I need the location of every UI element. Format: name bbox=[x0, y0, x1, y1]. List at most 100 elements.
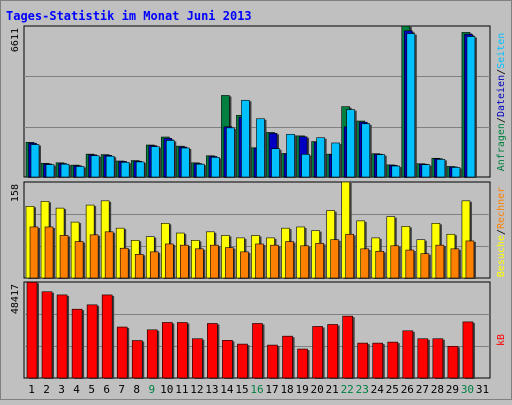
day-label: 22 bbox=[341, 383, 354, 396]
requests-bar-seiten bbox=[241, 99, 250, 178]
day-label: 19 bbox=[295, 383, 308, 396]
kbytes-bar bbox=[192, 338, 203, 379]
visits-bar-rechner bbox=[420, 253, 430, 279]
day-label: 20 bbox=[311, 383, 324, 396]
visits-bar-rechner bbox=[465, 240, 475, 279]
day-label: 25 bbox=[386, 383, 399, 396]
kbytes-bar bbox=[402, 330, 414, 379]
kbytes-bar bbox=[372, 342, 384, 379]
day-label: 3 bbox=[58, 383, 65, 396]
visits-bar-rechner bbox=[285, 241, 294, 279]
day-label: 18 bbox=[280, 383, 293, 396]
day-label: 11 bbox=[175, 383, 188, 396]
kbytes-bar bbox=[41, 291, 53, 379]
visits-bar-rechner bbox=[345, 233, 354, 279]
kbytes-bar bbox=[462, 321, 474, 379]
requests-bar-seiten bbox=[271, 148, 280, 178]
requests-bar-seiten bbox=[135, 161, 145, 178]
visits-bar-rechner bbox=[240, 251, 249, 279]
day-axis-labels: 1 2 3 4 5 6 7 8 9 10 11 12 13 14 15 16 17 18 19 20 21 22 23 24 2… bbox=[28, 383, 489, 396]
kbytes-bar bbox=[357, 342, 369, 379]
requests-bar-seiten bbox=[256, 118, 265, 178]
kbytes-bar bbox=[387, 341, 399, 379]
kbytes-bar bbox=[237, 343, 248, 379]
kbytes-bar bbox=[71, 308, 83, 379]
requests-bar-seiten bbox=[361, 123, 371, 178]
visits-bar-rechner bbox=[29, 226, 39, 279]
day-label: 31 bbox=[476, 383, 489, 396]
requests-legend-item: / bbox=[496, 117, 507, 123]
requests-bar-seiten bbox=[346, 109, 355, 178]
visits-bar-rechner bbox=[390, 245, 400, 279]
requests-bar-seiten bbox=[376, 154, 386, 178]
requests-bar-seiten bbox=[150, 146, 160, 178]
requests-legend-item: Seiten bbox=[496, 33, 507, 69]
day-label: 4 bbox=[73, 383, 80, 396]
day-label: 29 bbox=[446, 383, 459, 396]
kbytes-bar bbox=[297, 348, 308, 379]
kbytes-bar bbox=[267, 344, 278, 379]
requests-bar-seiten bbox=[30, 144, 40, 178]
visits-bar-rechner bbox=[300, 245, 309, 279]
requests-legend-item: Dateien bbox=[496, 75, 507, 117]
requests-bar-seiten bbox=[406, 33, 416, 178]
kbytes-bar bbox=[161, 322, 173, 379]
requests-bar-seiten bbox=[105, 155, 115, 178]
visits-bar-rechner bbox=[450, 248, 460, 279]
kbytes-bar bbox=[222, 340, 233, 379]
kbytes-panel: 48417 kB bbox=[10, 281, 507, 379]
visits-bar-rechner bbox=[195, 248, 204, 279]
visits-bar-rechner bbox=[255, 243, 264, 279]
day-label: 5 bbox=[88, 383, 95, 396]
requests-legend-item: / bbox=[496, 69, 507, 75]
visits-legend-item: / bbox=[496, 229, 507, 235]
visits-panel: 158 Besuche/Rechner bbox=[10, 181, 507, 279]
kbytes-legend-item: kB bbox=[496, 334, 507, 346]
visits-bar-rechner bbox=[375, 250, 385, 279]
visits-bar-rechner bbox=[74, 241, 84, 279]
visits-bar-rechner bbox=[210, 244, 219, 279]
day-label: 12 bbox=[190, 383, 203, 396]
requests-bar-seiten bbox=[60, 163, 70, 178]
visits-legend-item: Besuche bbox=[496, 235, 507, 277]
requests-bar-seiten bbox=[436, 159, 446, 178]
day-label: 15 bbox=[235, 383, 248, 396]
requests-bar-seiten bbox=[451, 167, 461, 178]
requests-bar-seiten bbox=[196, 163, 205, 178]
kbytes-bar bbox=[86, 304, 98, 379]
requests-bar-seiten bbox=[466, 36, 476, 178]
day-label: 30 bbox=[461, 383, 474, 396]
visits-bar-rechner bbox=[119, 247, 129, 279]
requests-bar-seiten bbox=[45, 164, 55, 178]
requests-bar-seiten bbox=[181, 147, 190, 178]
visits-bar-rechner bbox=[180, 244, 189, 279]
visits-bar-rechner bbox=[89, 234, 99, 279]
chart-panels: 6611Anfragen/Dateien/Seiten158Besuche/Re… bbox=[10, 25, 507, 379]
kbytes-bar bbox=[207, 323, 218, 379]
visits-bar-rechner bbox=[435, 244, 445, 279]
kbytes-bar bbox=[131, 340, 143, 379]
kbytes-bar bbox=[56, 294, 68, 379]
kbytes-bar bbox=[177, 322, 188, 379]
requests-bar-seiten bbox=[165, 140, 175, 178]
day-label: 23 bbox=[356, 383, 369, 396]
requests-bar-seiten bbox=[75, 166, 85, 178]
kbytes-bar bbox=[282, 335, 293, 379]
kbytes-bar bbox=[101, 294, 113, 379]
requests-bar-seiten bbox=[226, 127, 235, 178]
kbytes-bar bbox=[417, 338, 429, 379]
visits-bar-rechner bbox=[405, 249, 415, 279]
requests-bar-seiten bbox=[301, 154, 310, 178]
visits-bar-rechner bbox=[149, 251, 159, 279]
day-label: 21 bbox=[326, 383, 339, 396]
visits-bar-rechner bbox=[225, 247, 234, 279]
visits-max-label: 158 bbox=[10, 184, 21, 202]
requests-max-label: 6611 bbox=[10, 28, 21, 52]
day-label: 13 bbox=[205, 383, 218, 396]
kbytes-bar bbox=[447, 345, 459, 379]
day-label: 9 bbox=[148, 383, 155, 396]
day-label: 16 bbox=[250, 383, 263, 396]
